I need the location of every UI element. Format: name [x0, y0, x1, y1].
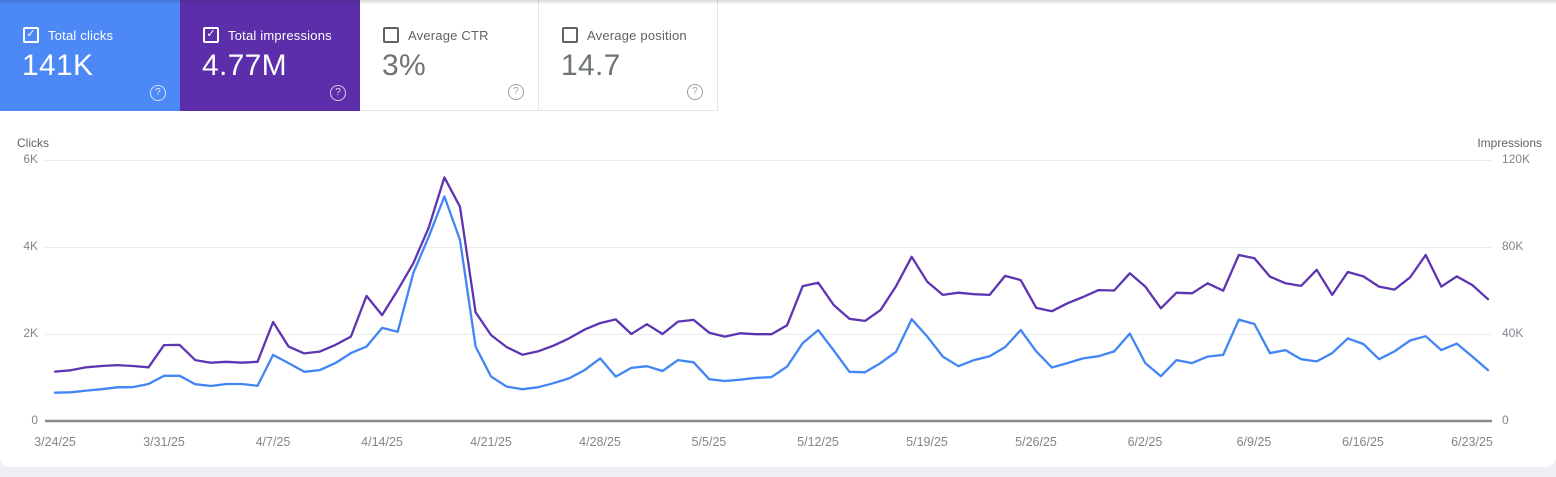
help-icon[interactable]: ?	[330, 85, 346, 101]
question-glyph: ?	[335, 87, 341, 98]
metric-card-average-position[interactable]: Average position 14.7 ?	[539, 0, 718, 111]
question-glyph: ?	[513, 86, 519, 97]
total-clicks-label: Total clicks	[48, 27, 114, 43]
total-impressions-value: 4.77M	[202, 49, 287, 82]
total-clicks-head: ✓ Total clicks	[23, 27, 113, 43]
total-impressions-label: Total impressions	[228, 27, 332, 43]
total-clicks-checkbox[interactable]: ✓	[23, 27, 39, 43]
metric-card-total-clicks[interactable]: ✓ Total clicks 141K ?	[0, 0, 180, 111]
total-clicks-value: 141K	[22, 49, 94, 82]
average-position-head: Average position	[562, 27, 687, 43]
average-ctr-label: Average CTR	[408, 27, 489, 43]
average-position-value: 14.7	[561, 49, 621, 82]
metric-cards-row: ✓ Total clicks 141K ? ✓ Total impression…	[0, 0, 718, 111]
average-position-label: Average position	[587, 27, 687, 43]
average-ctr-checkbox[interactable]	[383, 27, 399, 43]
metric-card-total-impressions[interactable]: ✓ Total impressions 4.77M ?	[180, 0, 360, 111]
checkmark-icon: ✓	[26, 28, 36, 40]
total-impressions-head: ✓ Total impressions	[203, 27, 332, 43]
checkmark-icon: ✓	[206, 28, 216, 40]
total-impressions-checkbox[interactable]: ✓	[203, 27, 219, 43]
average-ctr-value: 3%	[382, 49, 426, 82]
help-icon[interactable]: ?	[687, 84, 703, 100]
question-glyph: ?	[155, 87, 161, 98]
impressions-line	[53, 176, 1490, 373]
average-position-checkbox[interactable]	[562, 27, 578, 43]
average-ctr-head: Average CTR	[383, 27, 489, 43]
help-icon[interactable]: ?	[150, 85, 166, 101]
left-axis-title: Clicks	[17, 136, 49, 150]
metric-card-average-ctr[interactable]: Average CTR 3% ?	[360, 0, 539, 111]
question-glyph: ?	[692, 86, 698, 97]
clicks-line	[53, 195, 1490, 394]
help-icon[interactable]: ?	[508, 84, 524, 100]
right-axis-title: Impressions	[1477, 136, 1542, 150]
